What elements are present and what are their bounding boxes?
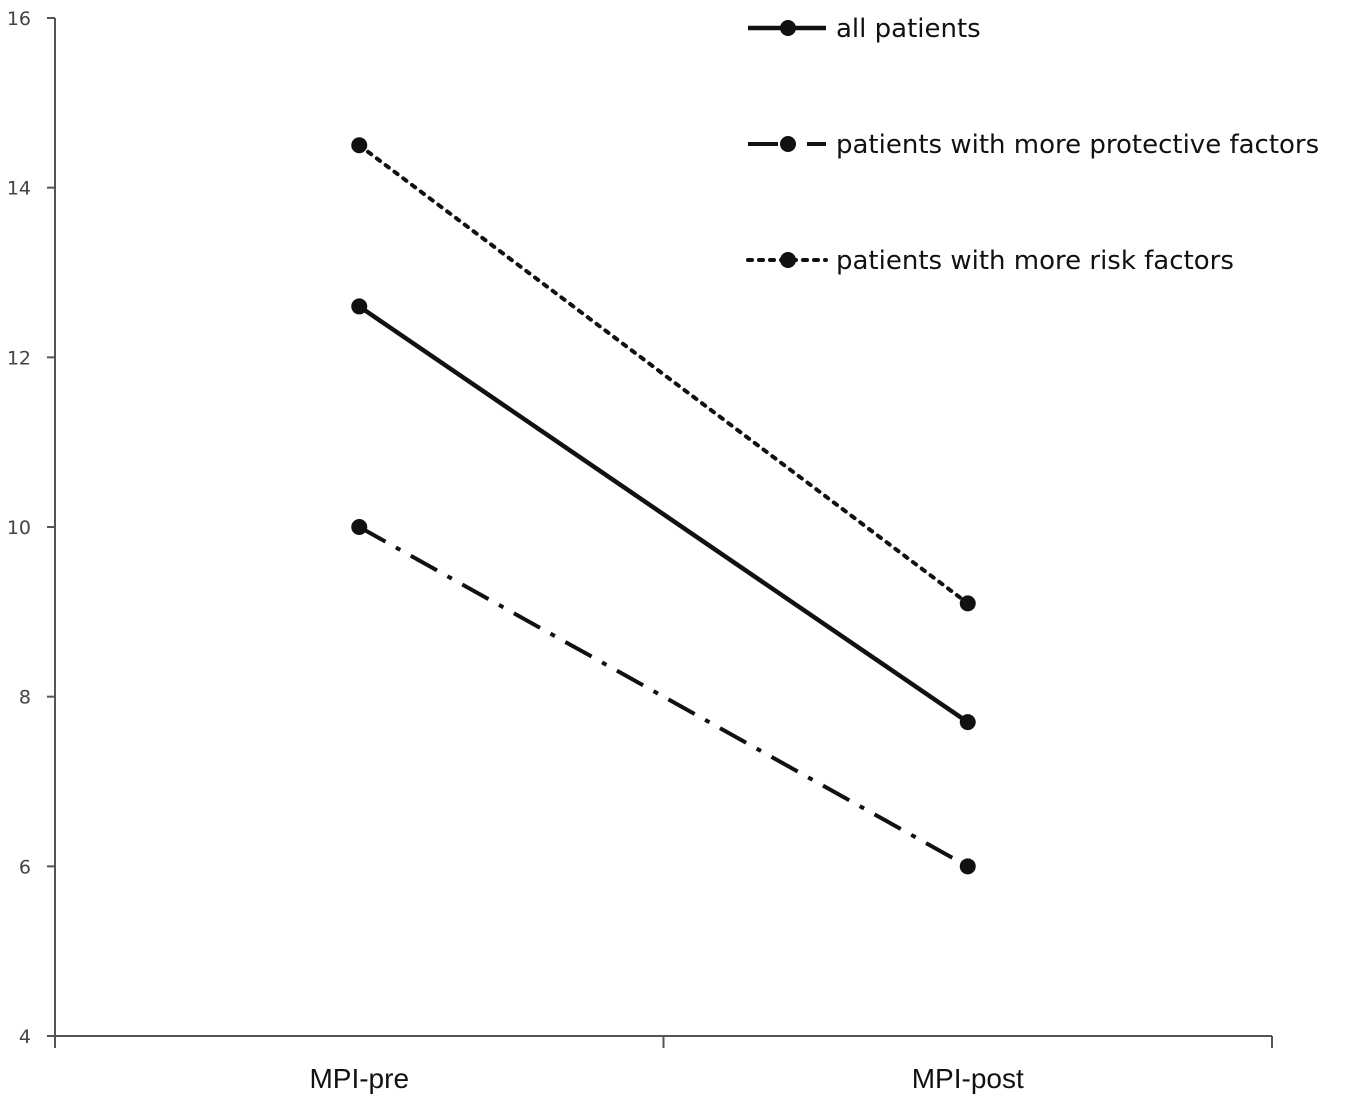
legend-item: patients with more protective factors bbox=[748, 130, 1319, 160]
series-line bbox=[357, 304, 970, 724]
series-2 bbox=[351, 519, 976, 875]
legend-swatch-marker bbox=[780, 136, 796, 152]
y-tick-label: 12 bbox=[7, 347, 31, 369]
data-point bbox=[351, 137, 368, 154]
legend-label: all patients bbox=[836, 14, 981, 44]
legend-swatch-marker bbox=[780, 20, 796, 36]
x-ticks: MPI-pre MPI-post bbox=[54, 1036, 1273, 1094]
y-tick-label: 8 bbox=[19, 687, 31, 709]
legend-swatch-marker bbox=[780, 252, 796, 268]
y-tick-label: 14 bbox=[7, 178, 31, 200]
y-tick-label: 6 bbox=[19, 856, 31, 878]
y-tick-label: 16 bbox=[7, 8, 31, 30]
data-point bbox=[959, 858, 976, 875]
data-point bbox=[351, 298, 368, 315]
data-point bbox=[959, 714, 976, 731]
series-3 bbox=[351, 137, 976, 612]
series-1 bbox=[351, 298, 976, 731]
y-tick-label: 10 bbox=[7, 517, 31, 539]
axes: 4 6 8 10 12 14 16 MPI-pre MPI-post bbox=[7, 8, 1273, 1094]
data-point bbox=[351, 519, 368, 535]
legend-item: all patients bbox=[748, 14, 981, 44]
x-tick-label: MPI-pre bbox=[309, 1063, 409, 1094]
y-tick-label: 4 bbox=[19, 1026, 31, 1048]
series-line bbox=[358, 525, 969, 869]
data-point bbox=[959, 595, 976, 612]
legend-label: patients with more protective factors bbox=[836, 130, 1319, 160]
series-layer bbox=[351, 137, 976, 875]
y-ticks: 4 6 8 10 12 14 16 bbox=[7, 8, 55, 1048]
x-tick-label: MPI-post bbox=[912, 1063, 1024, 1094]
legend-item: patients with more risk factors bbox=[746, 246, 1234, 276]
legend-label: patients with more risk factors bbox=[836, 246, 1234, 276]
legend: all patients patients with more protectiv… bbox=[746, 14, 1319, 276]
series-line bbox=[357, 143, 970, 606]
